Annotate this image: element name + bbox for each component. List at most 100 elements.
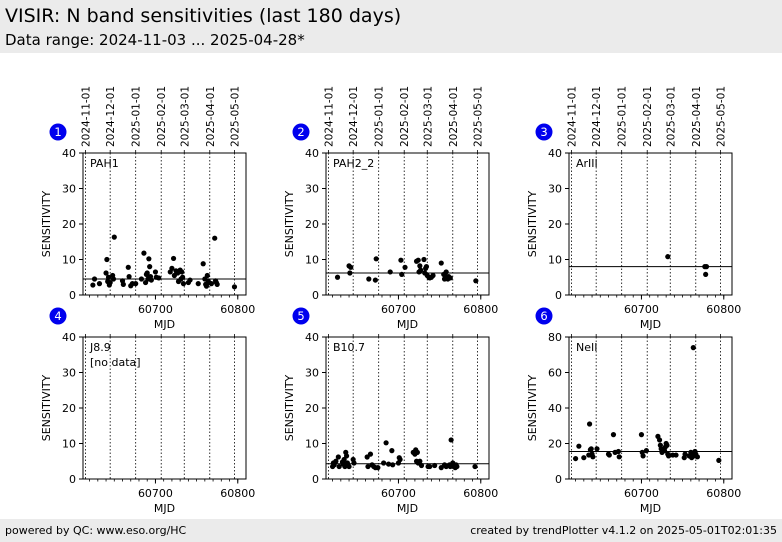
data-point xyxy=(664,442,670,448)
data-point xyxy=(372,277,378,283)
panel-number-badge xyxy=(49,307,67,325)
y-tick-label: 20 xyxy=(305,402,319,415)
y-tick-label: 0 xyxy=(312,289,319,302)
y-tick-label: 20 xyxy=(62,218,76,231)
x-tick-label: 60800 xyxy=(220,303,255,316)
panel-number: 6 xyxy=(540,309,547,323)
x-tick-label: 60800 xyxy=(463,487,498,500)
y-tick-label: 40 xyxy=(305,331,319,344)
y-tick-label: 30 xyxy=(62,367,76,380)
data-point xyxy=(443,269,449,275)
data-point xyxy=(120,281,126,287)
data-point xyxy=(616,454,622,460)
data-point xyxy=(666,453,672,459)
data-point xyxy=(375,465,381,471)
footer-bar: powered by QC: www.eso.org/HC created by… xyxy=(0,519,782,542)
x-axis-label: MJD xyxy=(397,502,418,515)
data-point xyxy=(107,279,113,286)
data-point xyxy=(204,272,210,279)
y-tick-label: 0 xyxy=(69,473,76,486)
data-point xyxy=(398,257,404,263)
y-tick-label: 10 xyxy=(62,254,76,267)
date-tick-label: 2025-03-01 xyxy=(422,86,434,147)
y-tick-label: 0 xyxy=(312,473,319,486)
data-point xyxy=(447,275,453,281)
data-point xyxy=(643,448,649,454)
data-point xyxy=(373,256,379,262)
y-tick-label: 0 xyxy=(555,289,562,302)
data-point xyxy=(333,458,339,464)
data-point xyxy=(180,281,187,287)
y-tick-label: 30 xyxy=(62,183,76,196)
data-point xyxy=(347,270,353,276)
y-tick-label: 20 xyxy=(548,218,562,231)
data-point xyxy=(385,461,392,467)
x-axis-label: MJD xyxy=(154,318,175,331)
data-point xyxy=(180,274,186,280)
date-tick-label: 2024-11-01 xyxy=(566,86,578,147)
data-point xyxy=(200,261,206,267)
data-point xyxy=(690,345,696,351)
y-tick-label: 40 xyxy=(305,147,319,160)
data-point xyxy=(438,260,444,266)
data-point xyxy=(148,277,154,283)
y-axis-label: SENSITIVITY xyxy=(526,374,539,441)
plot-frame xyxy=(325,336,490,480)
date-tick-label: 2025-05-01 xyxy=(229,86,241,147)
data-point xyxy=(111,234,117,240)
panel-number-badge xyxy=(292,123,310,141)
data-point xyxy=(146,256,152,262)
chart-panel-3: 2024-11-01 2024-12-01 2025-01-01 2025-02-01… xyxy=(526,86,741,331)
x-axis-label: MJD xyxy=(154,502,175,515)
date-tick-label: 2025-02-01 xyxy=(642,86,654,147)
x-tick-label: 60700 xyxy=(138,303,173,316)
data-point xyxy=(682,451,688,457)
date-tick-label: 2025-01-01 xyxy=(131,86,143,147)
chart-panel-5: 0 10 20 30 40 60700 60800 MJD SENSITIVITY B10.7 5 xyxy=(283,307,498,515)
data-point xyxy=(402,264,408,270)
date-tick-label: 2025-02-01 xyxy=(399,86,411,147)
y-tick-label: 30 xyxy=(548,183,562,196)
data-point xyxy=(214,281,220,287)
data-point xyxy=(397,456,403,463)
data-point xyxy=(387,269,393,275)
data-point xyxy=(606,452,612,458)
footer-left-text: powered by QC: www.eso.org/HC xyxy=(5,524,187,537)
data-point xyxy=(147,264,153,270)
data-point xyxy=(96,281,103,287)
y-tick-label: 20 xyxy=(305,218,319,231)
chart-panel-2: 2024-11-01 2024-12-01 2025-01-01 2025-02-01… xyxy=(283,86,498,331)
data-point xyxy=(170,255,177,262)
panel-label: J8.9 xyxy=(89,341,111,354)
data-point xyxy=(665,254,671,260)
data-point xyxy=(343,453,350,459)
data-point xyxy=(195,281,201,287)
data-point xyxy=(110,276,117,282)
data-point xyxy=(417,263,423,269)
y-tick-label: 10 xyxy=(305,438,319,451)
data-point xyxy=(346,463,352,470)
footer-right-text: created by trendPlotter v4.1.2 on 2025-0… xyxy=(470,524,777,537)
data-point xyxy=(105,274,112,280)
data-point xyxy=(348,264,354,270)
data-point xyxy=(334,274,341,280)
data-point xyxy=(351,460,357,466)
data-point xyxy=(141,250,147,256)
header-bar: VISIR: N band sensitivities (last 180 da… xyxy=(0,0,782,53)
data-point xyxy=(473,278,479,284)
y-axis-label: SENSITIVITY xyxy=(283,190,296,257)
data-point xyxy=(179,269,185,275)
data-point xyxy=(365,463,371,470)
data-point xyxy=(152,269,159,275)
data-point xyxy=(381,460,387,466)
data-point xyxy=(126,273,132,280)
y-axis-label: SENSITIVITY xyxy=(40,374,53,441)
x-tick-label: 60700 xyxy=(381,303,416,316)
y-axis-label: SENSITIVITY xyxy=(40,190,53,257)
page-title: VISIR: N band sensitivities (last 180 da… xyxy=(5,5,402,27)
date-tick-label: 2025-04-01 xyxy=(205,86,217,147)
x-axis-label: MJD xyxy=(640,318,661,331)
date-tick-label: 2024-11-01 xyxy=(80,86,92,147)
y-tick-label: 40 xyxy=(548,402,562,415)
